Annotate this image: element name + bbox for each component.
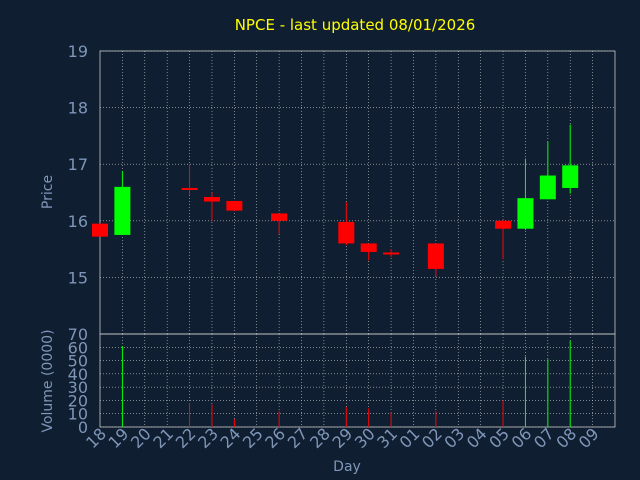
price-tick-label: 16 <box>68 212 88 231</box>
volume-tick-label: 60 <box>68 338 88 357</box>
volume-bars <box>121 340 571 427</box>
candle-body <box>92 223 108 237</box>
volume-tick-label: 10 <box>68 405 88 424</box>
candle-body <box>338 221 355 244</box>
volume-tick-label: 40 <box>68 365 88 384</box>
candles <box>92 124 579 277</box>
price-tick-label: 19 <box>68 42 88 61</box>
volume-tick-label: 30 <box>68 378 88 397</box>
candle-body <box>114 186 131 235</box>
chart-title: NPCE - last updated 08/01/2026 <box>235 16 476 34</box>
candle-body <box>562 165 579 188</box>
candle-body <box>203 197 220 202</box>
volume-grid <box>100 334 615 428</box>
x-axis-label: Day <box>333 459 361 475</box>
x-tick-labels: 1819202122232425262728293031010203040506… <box>82 424 602 452</box>
candle-body <box>271 213 288 221</box>
candle-body <box>181 187 198 190</box>
price-tick-label: 18 <box>68 99 88 118</box>
candle-body <box>539 175 556 200</box>
candle-body <box>517 198 534 229</box>
candle-body <box>226 200 243 211</box>
volume-tick-label: 70 <box>68 325 88 344</box>
price-axis-label: Price <box>40 175 56 209</box>
price-y-tick-labels: 15 16 17 18 19 <box>68 42 88 287</box>
volume-tick-label: 20 <box>68 391 88 410</box>
price-tick-label: 17 <box>68 155 88 174</box>
volume-tick-label: 0 <box>78 418 88 437</box>
volume-tick-label: 50 <box>68 352 88 371</box>
price-tick-label: 15 <box>68 268 88 287</box>
candle-body <box>427 243 444 269</box>
candle-body <box>383 252 400 255</box>
candle-body <box>360 243 377 252</box>
candle-body <box>495 220 512 229</box>
volume-plot-border <box>99 333 616 428</box>
volume-axis-label: Volume (0000) <box>40 329 56 432</box>
